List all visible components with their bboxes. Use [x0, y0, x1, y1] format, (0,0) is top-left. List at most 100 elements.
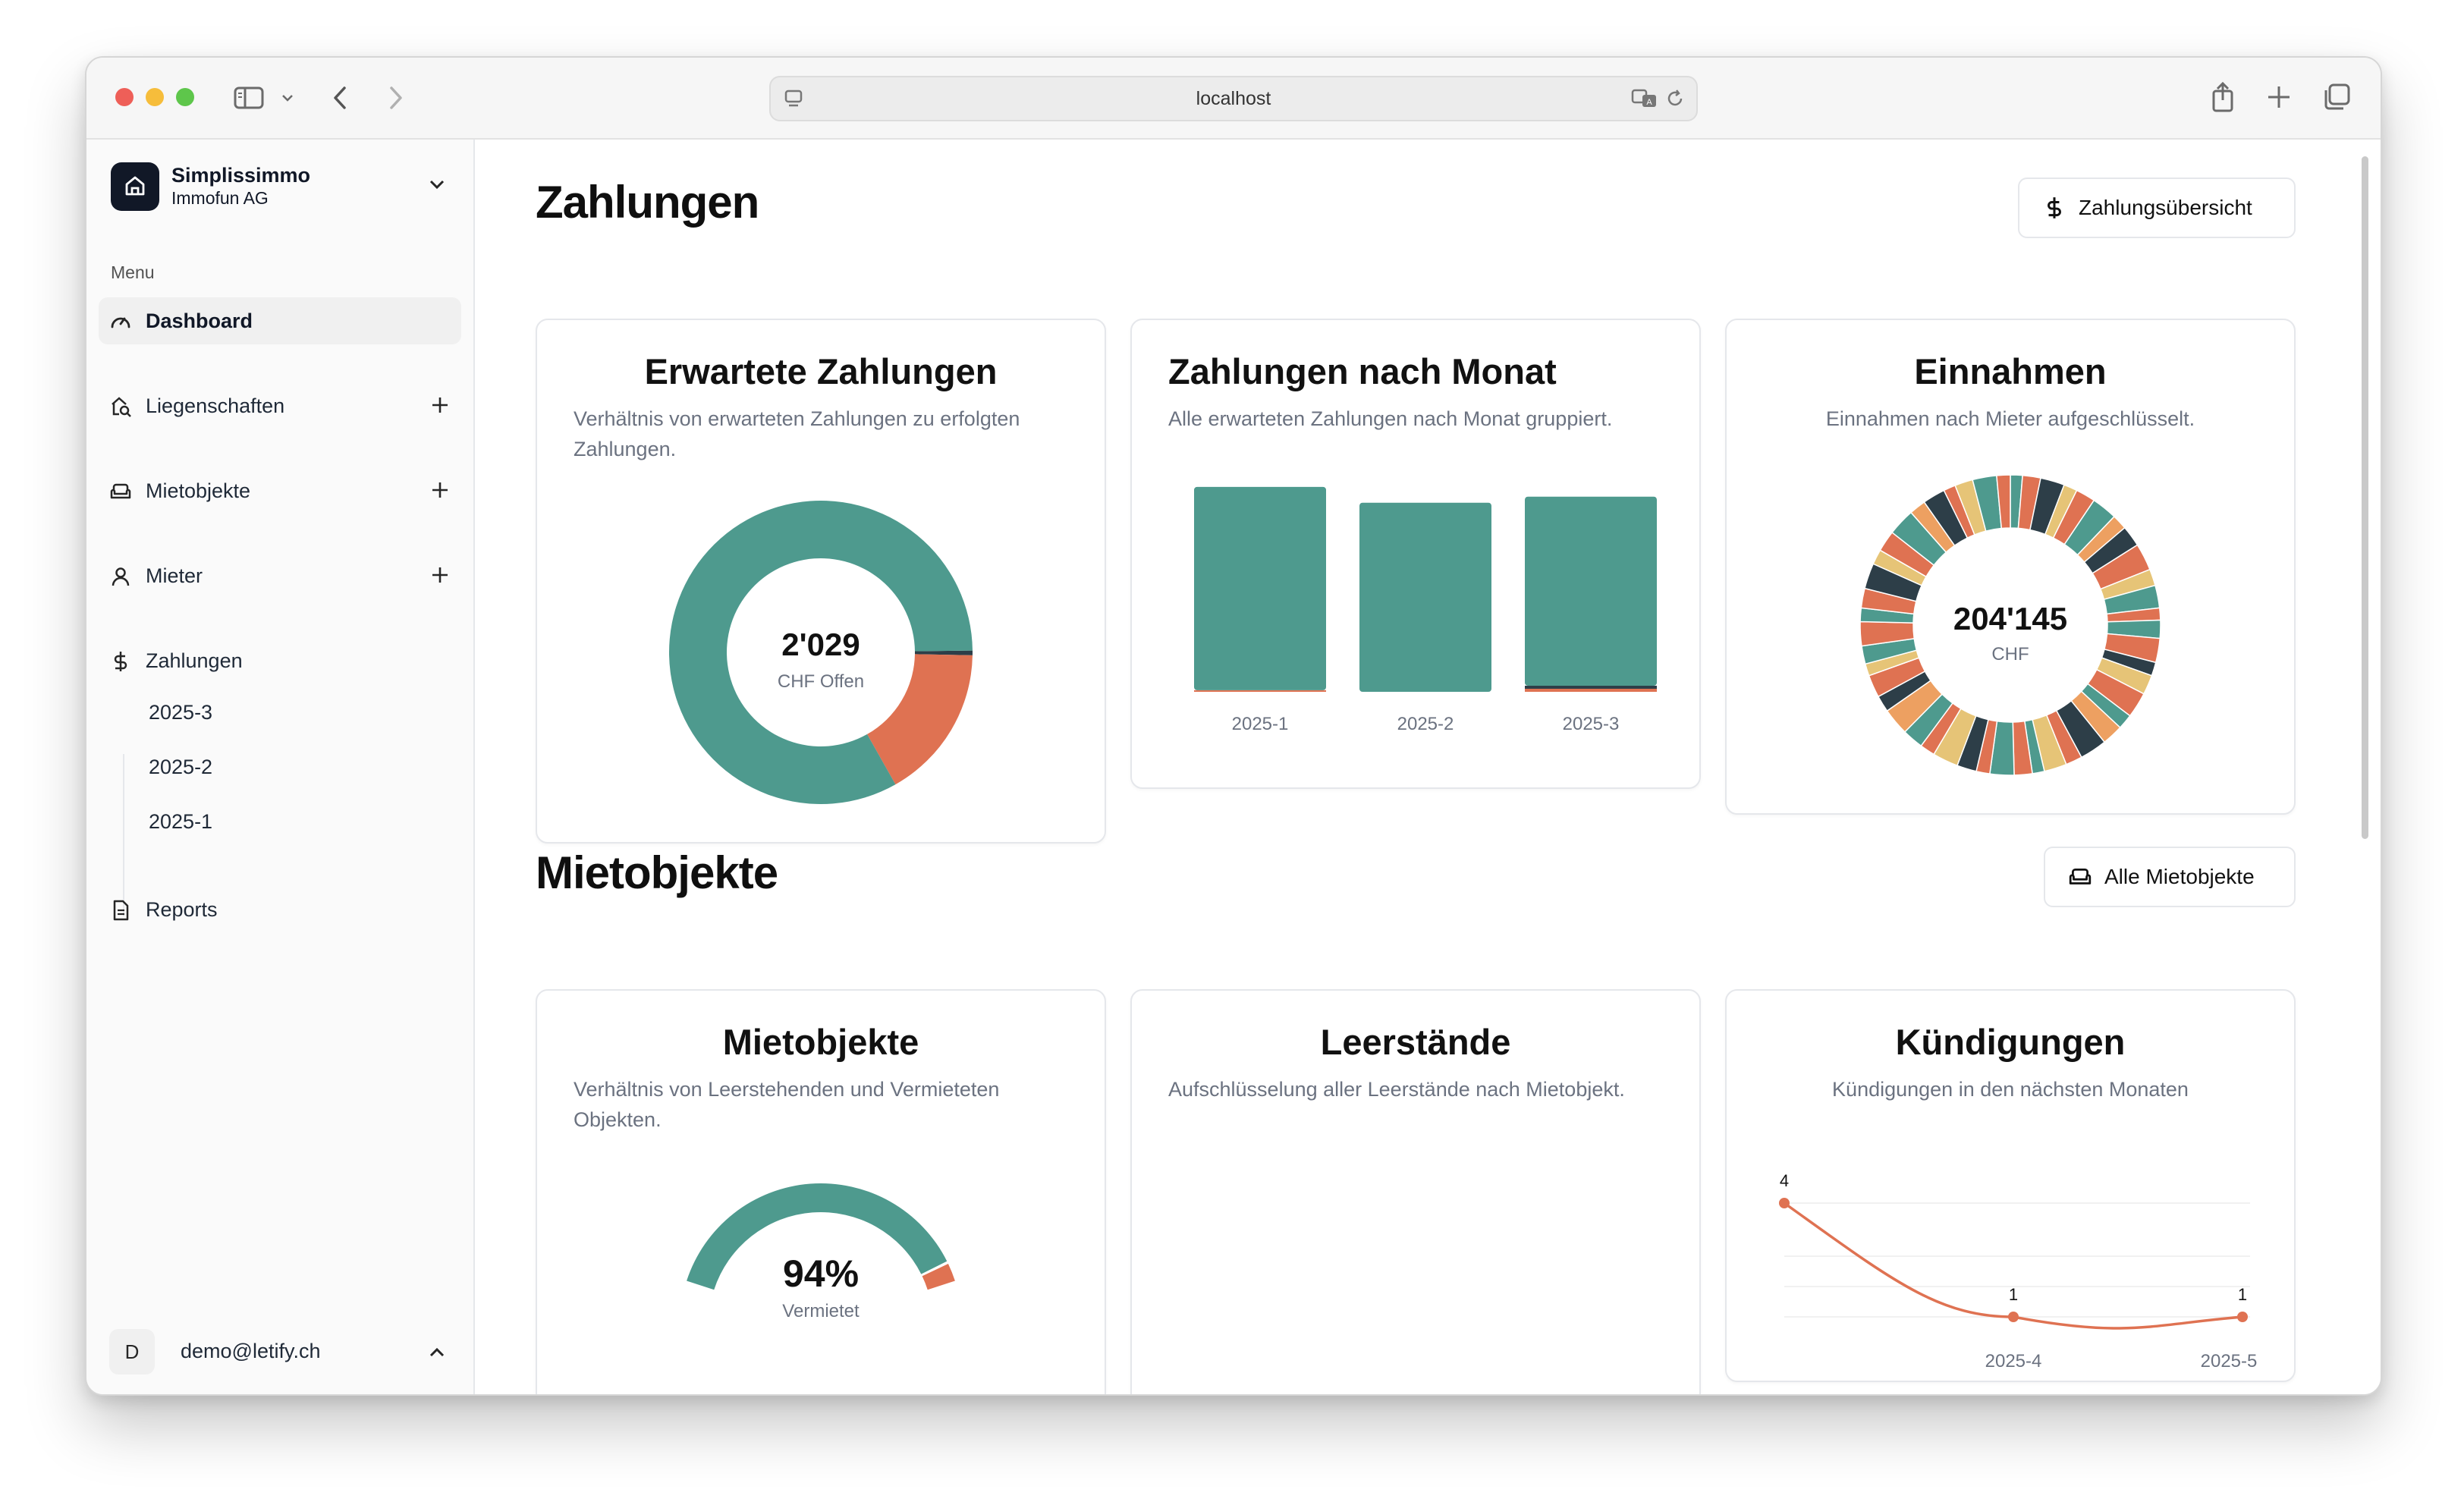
donut-center-label: CHF Offen — [778, 671, 864, 692]
translate-icon[interactable]: A — [1631, 88, 1658, 109]
home-icon — [125, 176, 145, 196]
add-mieter-plus-icon[interactable] — [428, 563, 452, 587]
donut-slice[interactable] — [669, 501, 973, 804]
submenu-divider — [123, 754, 124, 916]
expected-payments-card: Erwartete Zahlungen Verhältnis von erwar… — [536, 319, 1106, 844]
subitem-label: 2025-3 — [149, 701, 213, 724]
sidebar-subitem-payment-month[interactable]: 2025-2 — [138, 745, 449, 787]
x-tick-label: 2025-2 — [1397, 714, 1454, 734]
sidebar-toggle-icon[interactable] — [234, 86, 264, 109]
bar[interactable] — [1359, 502, 1491, 692]
occupancy-gauge-chart: 94% Vermietet — [687, 1183, 955, 1321]
x-tick-label: 2025-4 — [1985, 1351, 2042, 1371]
subitem-label: 2025-2 — [149, 756, 213, 778]
vacancies-card: Leerstände Aufschlüsselung aller Leerstä… — [1130, 989, 1701, 1394]
sidebar-item-label: Mietobjekte — [146, 479, 251, 502]
data-label: 1 — [2009, 1285, 2018, 1304]
scrollbar-thumb[interactable] — [2362, 156, 2368, 839]
minimize-window-button[interactable] — [146, 88, 164, 106]
card-description: Verhältnis von erwarteten Zahlungen zu e… — [574, 407, 1020, 460]
x-tick-label: 2025-1 — [1232, 714, 1289, 734]
browser-toolbar: localhost A — [86, 58, 2381, 140]
svg-text:A: A — [1646, 98, 1652, 107]
sidebar-item-label: Dashboard — [146, 309, 253, 332]
data-point[interactable] — [1779, 1198, 1790, 1208]
page-icon — [784, 90, 803, 107]
all-rental-objects-button[interactable]: Alle Mietobjekte — [2044, 847, 2296, 907]
gauge-center-value: 94% — [783, 1252, 859, 1295]
zoom-window-button[interactable] — [176, 88, 194, 106]
card-title: Erwartete Zahlungen — [644, 351, 998, 391]
bar[interactable] — [1525, 685, 1657, 689]
gauge-center-label: Vermietet — [782, 1301, 860, 1321]
back-arrow-icon[interactable] — [332, 85, 349, 111]
sidebar-item-label: Zahlungen — [146, 649, 243, 672]
sofa-icon — [2069, 869, 2092, 884]
data-label: 1 — [2238, 1285, 2247, 1304]
chevron-down-icon[interactable] — [428, 178, 446, 191]
gauge-segment[interactable] — [687, 1183, 948, 1290]
user-email: demo@letify.ch — [181, 1340, 321, 1362]
donut-center-label: CHF — [1991, 644, 2029, 665]
button-label: Alle Mietobjekte — [2104, 865, 2255, 888]
section-title: Mietobjekte — [536, 847, 778, 898]
payment-overview-button[interactable]: Zahlungsübersicht — [2018, 178, 2296, 238]
chevron-up-icon[interactable] — [428, 1346, 446, 1359]
sidebar-item-dashboard[interactable]: Dashboard — [99, 297, 461, 344]
sidebar: Simplissimmo Immofun AG Menu Dashboard L… — [86, 140, 475, 1394]
sidebar-item-label: Mieter — [146, 564, 203, 587]
donut-slice[interactable] — [867, 654, 973, 785]
card-description: Einnahmen nach Mieter aufgeschlüsselt. — [1825, 407, 2195, 430]
bar[interactable] — [1194, 486, 1326, 690]
address-bar[interactable]: localhost A — [769, 76, 1698, 121]
scrollbar[interactable] — [2359, 147, 2370, 1391]
bar[interactable] — [1194, 690, 1326, 692]
sidebar-item-zahlungen[interactable]: Zahlungen — [99, 637, 461, 684]
sidebar-item-mieter[interactable]: Mieter — [99, 552, 461, 599]
add-liegenschaft-plus-icon[interactable] — [428, 393, 452, 417]
sofa-icon — [110, 483, 131, 499]
sidebar-subitem-payment-month[interactable]: 2025-3 — [138, 690, 449, 733]
card-title: Einnahmen — [1914, 351, 2107, 391]
sidebar-item-label: Liegenschaften — [146, 394, 285, 417]
dollar-icon — [2048, 197, 2061, 218]
chevron-down-icon[interactable] — [281, 93, 294, 103]
brand-subtitle: Immofun AG — [171, 188, 269, 208]
gauge-segment[interactable] — [922, 1263, 955, 1290]
sidebar-subitem-payment-month[interactable]: 2025-1 — [138, 800, 449, 842]
user-menu[interactable]: D demo@letify.ch — [99, 1323, 461, 1381]
income-card: Einnahmen Einnahmen nach Mieter aufgesch… — [1725, 319, 2296, 815]
share-icon[interactable] — [2209, 80, 2236, 114]
data-point[interactable] — [2008, 1312, 2019, 1322]
browser-window: localhost A — [85, 56, 2382, 1396]
sidebar-item-liegenschaften[interactable]: Liegenschaften — [99, 382, 461, 429]
series-line — [1783, 1202, 2243, 1330]
donut-slice[interactable] — [914, 650, 973, 655]
reload-icon[interactable] — [1664, 88, 1686, 109]
brand-logo[interactable] — [111, 162, 159, 211]
close-window-button[interactable] — [115, 88, 134, 106]
brand-name[interactable]: Simplissimmo — [171, 164, 311, 187]
card-title: Zahlungen nach Monat — [1168, 351, 1557, 391]
sidebar-item-reports[interactable]: Reports — [99, 886, 461, 933]
bar[interactable] — [1525, 496, 1657, 686]
donut-slice[interactable] — [1996, 474, 2011, 529]
donut-center-value: 2'029 — [781, 627, 860, 662]
forward-arrow-icon[interactable] — [387, 85, 404, 111]
document-icon — [113, 900, 129, 921]
data-point[interactable] — [2237, 1312, 2248, 1322]
card-description: Alle erwarteten Zahlungen nach Monat gru… — [1168, 407, 1613, 430]
bar[interactable] — [1525, 688, 1657, 692]
occupancy-card: Mietobjekte Verhältnis von Leerstehenden… — [536, 989, 1106, 1394]
tab-overview-icon[interactable] — [2321, 82, 2352, 112]
add-mietobjekt-plus-icon[interactable] — [428, 478, 452, 502]
sidebar-item-label: Reports — [146, 898, 218, 921]
building-search-icon — [112, 397, 131, 417]
url-text: localhost — [1196, 88, 1271, 109]
payments-by-month-bar-chart: 2025-1 2025-2 2025-3 — [1194, 486, 1657, 734]
sidebar-item-mietobjekte[interactable]: Mietobjekte — [99, 467, 461, 514]
card-title: Leerstände — [1320, 1022, 1511, 1062]
card-description: Aufschlüsselung aller Leerstände nach Mi… — [1168, 1078, 1625, 1101]
new-tab-plus-icon[interactable] — [2265, 83, 2293, 111]
page-title: Zahlungen — [536, 177, 759, 228]
